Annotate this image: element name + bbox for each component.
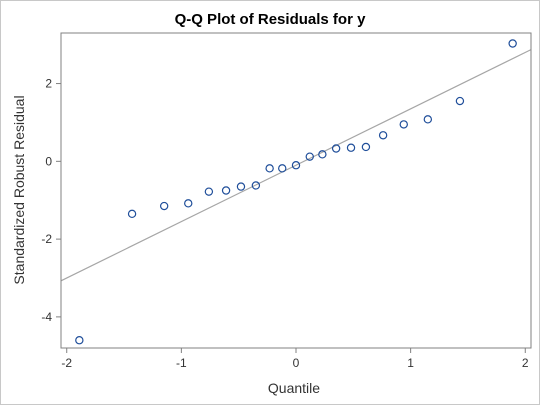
data-point: [221, 186, 231, 195]
axes: -2 -1 0 1 2 -4 -2 0 2: [41, 32, 532, 370]
x-tick-label: -2: [61, 356, 72, 370]
data-point: [236, 182, 246, 191]
data-point: [184, 199, 193, 208]
x-axis-label: Quantile: [268, 380, 320, 396]
data-point: [423, 115, 433, 124]
y-tick-label: 2: [45, 77, 52, 91]
y-tick-label: -2: [41, 232, 52, 246]
data-point: [291, 161, 301, 170]
x-tick-label: -1: [176, 356, 187, 370]
data-point: [251, 181, 261, 190]
plot-area: [61, 39, 531, 345]
data-point: [204, 187, 214, 196]
reference-line: [61, 49, 531, 282]
data-point: [455, 96, 465, 106]
data-point: [159, 201, 169, 211]
data-point: [265, 164, 274, 173]
data-point: [508, 39, 517, 48]
data-point: [318, 150, 327, 159]
x-tick-label: 1: [407, 356, 414, 370]
y-axis-label: Standardized Robust Residual: [11, 95, 27, 284]
y-tick-label: -4: [41, 310, 52, 324]
data-point: [331, 144, 341, 153]
data-point: [378, 131, 388, 140]
data-point: [278, 164, 287, 173]
data-point: [361, 142, 371, 152]
plot-border: [60, 32, 532, 349]
y-tick-label: 0: [45, 154, 52, 168]
data-point: [399, 120, 408, 129]
x-tick-label: 2: [522, 356, 529, 370]
data-point: [127, 209, 137, 219]
data-point: [305, 152, 314, 161]
chart-title: Q-Q Plot of Residuals for y: [175, 11, 367, 28]
x-tick-label: 0: [293, 356, 300, 370]
data-point: [346, 143, 356, 152]
data-point: [75, 336, 84, 345]
